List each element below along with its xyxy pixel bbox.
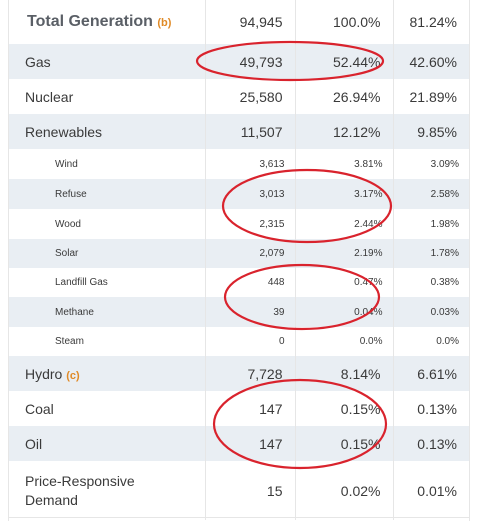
row-label: Methane	[9, 297, 206, 327]
share-other-cell: 2.58%	[393, 179, 469, 209]
row-label: Refuse	[9, 179, 206, 209]
share-total-cell: 3.17%	[295, 179, 394, 209]
row-label-text: Total Generation	[27, 13, 153, 30]
share-other-cell: 42.60%	[393, 44, 469, 79]
share-total-cell: 0.02%	[295, 461, 394, 520]
share-other-cell: 0.03%	[393, 297, 469, 327]
table-row-oil: Oil 147 0.15% 0.13%	[9, 426, 469, 461]
table-row-gas: Gas 49,793 52.44% 42.60%	[9, 44, 469, 79]
share-other-cell: 81.24%	[409, 14, 457, 30]
table-row-renewables: Renewables 11,507 12.12% 9.85%	[9, 114, 469, 149]
row-label: Wood	[9, 209, 206, 239]
table-row-nuclear: Nuclear 25,580 26.94% 21.89%	[9, 79, 469, 114]
row-label: Coal	[9, 391, 206, 426]
value-cell: 3,013	[205, 179, 296, 209]
value-cell: 7,728	[205, 356, 296, 391]
row-label: Gas	[9, 44, 206, 79]
value-cell: 2,315	[205, 209, 296, 239]
table-row-wood: Wood 2,315 2.44% 1.98%	[9, 209, 469, 239]
share-other-cell: 3.09%	[430, 158, 459, 170]
row-label: Hydro (c)	[9, 356, 206, 391]
value-cell: 49,793	[205, 44, 296, 79]
row-label: Wind	[9, 149, 206, 179]
value-cell: 147	[205, 391, 296, 426]
value-cell: 11,507	[205, 114, 296, 149]
table-row-solar: Solar 2,079 2.19% 1.78%	[9, 239, 469, 268]
row-label-text: Hydro	[25, 365, 63, 382]
row-label: Oil	[9, 426, 206, 461]
row-label: Renewables	[9, 114, 206, 149]
share-other-cell: 21.89%	[409, 88, 457, 105]
share-other-cell: 0.01%	[417, 482, 457, 499]
table-row-refuse: Refuse 3,013 3.17% 2.58%	[9, 179, 469, 209]
row-label: Steam	[9, 327, 206, 356]
table-bottom-border	[9, 517, 469, 518]
row-label: Price-Responsive Demand	[9, 461, 206, 520]
share-other-cell: 0.0%	[436, 336, 459, 347]
row-label: Nuclear	[9, 79, 206, 114]
table-row-landfill-gas: Landfill Gas 448 0.47% 0.38%	[9, 268, 469, 297]
table-row-methane: Methane 39 0.04% 0.03%	[9, 297, 469, 327]
share-other-cell: 1.98%	[430, 218, 459, 230]
row-label-line2: Demand	[25, 491, 78, 508]
share-total-cell: 0.15%	[295, 426, 394, 461]
share-other-cell: 1.78%	[393, 239, 469, 268]
table-row-steam: Steam 0 0.0% 0.0%	[9, 327, 469, 356]
table-row-coal: Coal 147 0.15% 0.13%	[9, 391, 469, 426]
share-total-cell: 100.0%	[295, 0, 394, 44]
table-row-price-responsive-demand: Price-Responsive Demand 15 0.02% 0.01%	[9, 461, 469, 520]
footnote-marker: (c)	[66, 369, 80, 382]
table-row-hydro: Hydro (c) 7,728 8.14% 6.61%	[9, 356, 469, 391]
share-total-cell: 3.81%	[295, 149, 394, 179]
value-cell: 39	[205, 297, 296, 327]
table-row-wind: Wind 3,613 3.81% 3.09%	[9, 149, 469, 179]
share-other-cell: 6.61%	[393, 356, 469, 391]
share-total-cell: 0.04%	[295, 297, 394, 327]
value-cell: 25,580	[205, 79, 296, 114]
share-total-cell: 0.47%	[295, 268, 394, 297]
share-total-cell: 0.15%	[295, 391, 394, 426]
value-cell: 94,945	[205, 0, 296, 44]
value-cell: 3,613	[205, 149, 296, 179]
value-cell: 0	[205, 327, 296, 356]
value-cell: 15	[205, 461, 296, 520]
generation-table-container: Total Generation (b) 94,945 100.0% 81.24…	[8, 0, 470, 521]
value-cell: 2,079	[205, 239, 296, 268]
share-total-cell: 12.12%	[295, 114, 394, 149]
row-label: Solar	[9, 239, 206, 268]
share-total-cell: 52.44%	[295, 44, 394, 79]
value-cell: 147	[205, 426, 296, 461]
share-total-cell: 0.0%	[295, 327, 394, 356]
row-label-line1: Price-Responsive	[25, 472, 135, 489]
share-total-cell: 2.19%	[295, 239, 394, 268]
share-total-cell: 8.14%	[295, 356, 394, 391]
generation-table: Total Generation (b) 94,945 100.0% 81.24…	[9, 0, 469, 520]
share-other-cell: 0.13%	[393, 426, 469, 461]
footnote-marker: (b)	[157, 17, 172, 29]
row-label: Total Generation (b)	[9, 0, 206, 44]
share-other-cell: 9.85%	[393, 114, 469, 149]
value-cell: 448	[205, 268, 296, 297]
share-other-cell: 0.38%	[430, 277, 459, 288]
share-other-cell: 0.13%	[417, 400, 457, 417]
table-row-total-generation: Total Generation (b) 94,945 100.0% 81.24…	[9, 0, 469, 44]
share-total-cell: 26.94%	[295, 79, 394, 114]
row-label: Landfill Gas	[9, 268, 206, 297]
share-total-cell: 2.44%	[295, 209, 394, 239]
